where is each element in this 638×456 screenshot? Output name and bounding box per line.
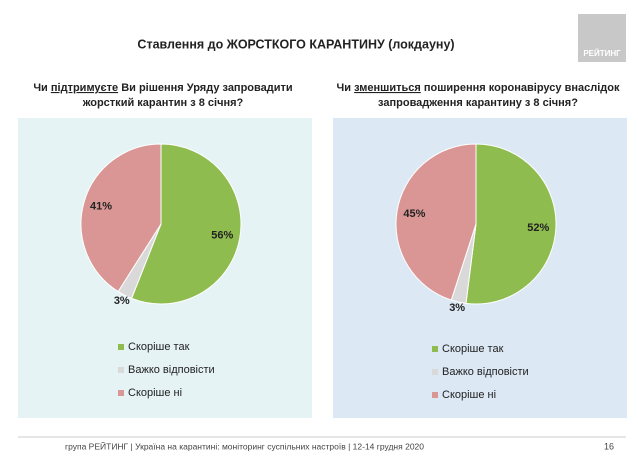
legend-swatch bbox=[118, 344, 124, 350]
question: Чи підтримуєте Ви рішення Уряду запровад… bbox=[33, 82, 292, 94]
question: Чи зменшиться поширення коронавірусу вна… bbox=[337, 82, 620, 94]
pie-slice bbox=[395, 143, 477, 301]
legend-swatch bbox=[432, 369, 438, 375]
value-label: 3% bbox=[114, 295, 130, 307]
logo-box bbox=[578, 14, 626, 62]
question-part: Ви рішення Уряду запровадити bbox=[118, 82, 293, 94]
question: жорсткий карантин з 8 січня? bbox=[82, 97, 244, 109]
question-part: зменшиться bbox=[354, 82, 421, 94]
value-label: 3% bbox=[449, 302, 465, 314]
slide-title: Ставлення до ЖОРСТКОГО КАРАНТИНУ (локдау… bbox=[137, 37, 454, 51]
logo: РЕЙТИНГ bbox=[583, 49, 621, 58]
question-part: Чи bbox=[33, 82, 51, 94]
question-part: Чи bbox=[337, 82, 355, 94]
legend-label: Скоріше ні bbox=[442, 389, 496, 401]
question-part: поширення коронавірусу внаслідок bbox=[421, 82, 620, 94]
value-label: 41% bbox=[90, 200, 112, 212]
legend-label: Скоріше так bbox=[128, 341, 190, 353]
legend-swatch bbox=[118, 367, 124, 373]
legend-label: Важко відповісти bbox=[442, 366, 529, 378]
footer: група РЕЙТИНГ | Україна на карантині: мо… bbox=[65, 440, 424, 451]
legend-swatch bbox=[432, 346, 438, 352]
legend-label: Скоріше ні bbox=[128, 387, 182, 399]
legend-swatch bbox=[432, 392, 438, 398]
pie-slice bbox=[130, 143, 242, 305]
legend-swatch bbox=[118, 390, 124, 396]
legend-label: Важко відповісти bbox=[128, 364, 215, 376]
page-number: 16 bbox=[604, 441, 614, 451]
question: запровадження карантину з 8 січня? bbox=[378, 97, 578, 109]
value-label: 45% bbox=[403, 208, 425, 220]
value-label: 52% bbox=[527, 222, 549, 234]
legend-label: Скоріше так bbox=[442, 343, 504, 355]
question-part: підтримуєте bbox=[51, 82, 118, 94]
value-label: 56% bbox=[211, 230, 233, 242]
pie-slice bbox=[465, 143, 557, 305]
pie-slice bbox=[80, 143, 162, 293]
